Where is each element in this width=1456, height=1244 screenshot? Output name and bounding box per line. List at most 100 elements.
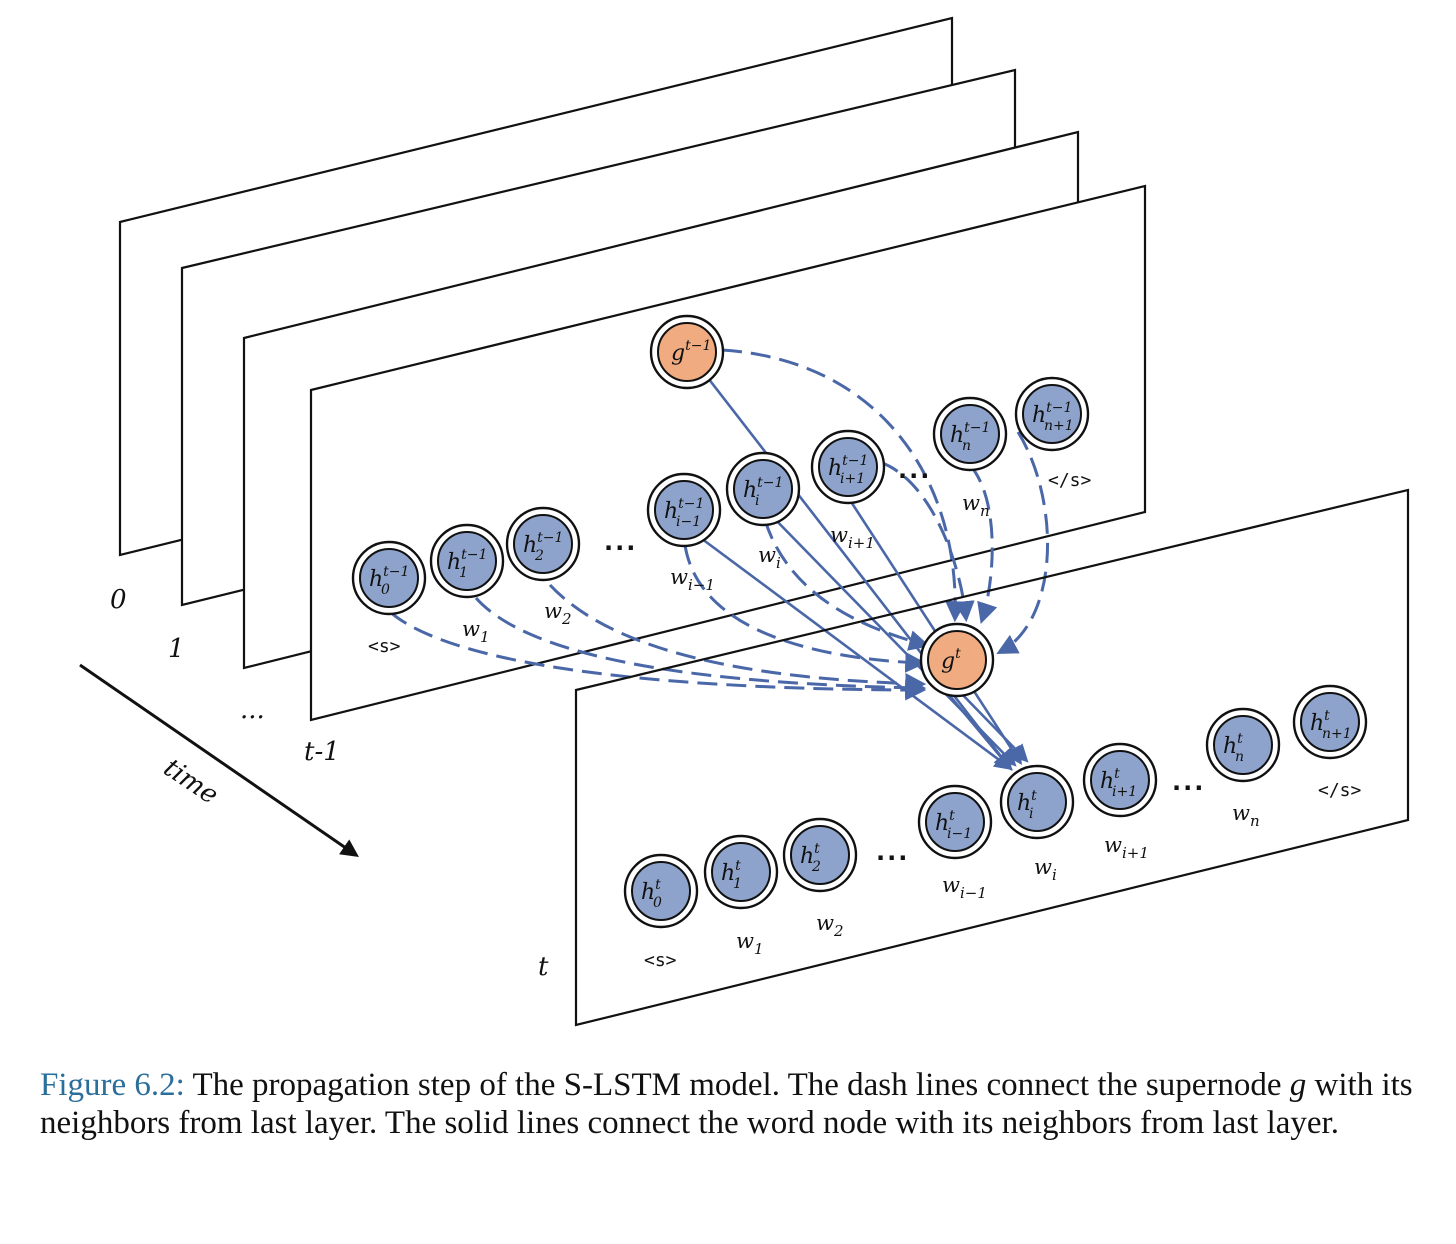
node-core [925, 792, 985, 852]
node-core [1007, 772, 1067, 832]
dashed-edge-p2 [548, 583, 927, 695]
node-core [790, 825, 850, 885]
solid-edge-pip1 [844, 493, 1022, 766]
node-core [1300, 692, 1360, 752]
caption-text-2: with its neighbors from last layer. The … [40, 1067, 1413, 1141]
figure-caption: Figure 6.2: The propagation step of the … [40, 1066, 1440, 1142]
layer-plane-t-minus-1 [309, 184, 1147, 722]
layer-plane-t [574, 488, 1410, 1027]
word-node-c2: ht 2 w2 [782, 817, 858, 940]
layer-label-ellipsis: ... [240, 695, 265, 725]
ellipsis-prev-left: ... [604, 528, 637, 556]
word-label: w2 [816, 911, 844, 940]
layer-label-t: t [538, 952, 549, 982]
word-label: wi+1 [1104, 833, 1149, 862]
word-label: </s> [1318, 780, 1362, 801]
node-core [631, 861, 691, 921]
node-core [1022, 384, 1082, 444]
word-node-cn: ht n wn [1205, 707, 1281, 830]
node-core [654, 480, 714, 540]
node-core [818, 437, 878, 497]
s-lstm-diagram: time 0 1 ... t-1 t ht−1 0 <s> ht−1 1 w1 ht−1 2 w… [79, 16, 1410, 1027]
supernode-g_prev: gt−1 [649, 314, 725, 390]
word-node-pip1: ht−1 i+1 wi+1 [810, 429, 886, 552]
word-label: w1 [736, 929, 764, 958]
word-node-cim1: ht i−1 wi−1 [917, 784, 993, 902]
node-symbol: ht−1 i [743, 475, 783, 509]
node-core [513, 514, 573, 574]
time-axis-arrow [79, 663, 359, 858]
solid-edge-g-cur [957, 689, 1029, 763]
ellipsis-cur-left: ... [876, 838, 909, 866]
node-symbol: ht−1 2 [523, 530, 563, 564]
node-symbol: ht−1 0 [369, 564, 409, 598]
word-node-pn: ht−1 n wn [932, 396, 1008, 520]
node-core [1090, 750, 1150, 810]
ellipsis-cur-right: ... [1172, 768, 1205, 796]
word-node-p0: ht−1 0 <s> [351, 540, 427, 657]
dashed-edge-pn [968, 464, 998, 624]
layer-label-1: 1 [168, 634, 185, 664]
ellipsis-prev-right: ... [898, 456, 931, 484]
word-node-p1: ht−1 1 w1 [429, 523, 505, 646]
dashed-edge-pip1 [879, 460, 975, 623]
word-node-pnp1: ht−1 n+1 </s> [1014, 376, 1092, 491]
word-node-pi: ht−1 i wi [725, 451, 801, 572]
word-node-c1: ht 1 w1 [703, 834, 779, 958]
node-symbol: ht i−1 [935, 808, 972, 842]
dashed-edge-p0 [389, 610, 927, 701]
word-node-c0: ht 0 <s> [623, 853, 699, 971]
word-node-ci: ht i wi [999, 764, 1075, 884]
node-symbol: ht−1 1 [447, 547, 487, 581]
node-core [437, 531, 497, 591]
supernode-g_cur: gt [919, 622, 995, 698]
node-symbol: gt [941, 646, 961, 674]
dashed-edge-g-prev [721, 348, 967, 623]
node-core [1213, 715, 1273, 775]
word-label: wn [1232, 801, 1260, 830]
word-node-cnp1: ht n+1 </s> [1292, 684, 1368, 801]
word-label: wi [758, 543, 781, 572]
node-core [927, 630, 987, 690]
node-symbol: ht 2 [800, 841, 821, 875]
node-symbol: ht n+1 [1310, 708, 1352, 742]
time-axis-label: time [158, 753, 224, 811]
node-symbol: ht n [1223, 731, 1244, 765]
solid-edge-pim1 [689, 528, 1013, 771]
word-label: <s> [368, 636, 401, 657]
node-core [359, 548, 419, 608]
dashed-edge-p1 [474, 597, 927, 699]
node-symbol: ht−1 i−1 [664, 496, 704, 530]
caption-text-1: The propagation step of the S-LSTM model… [184, 1067, 1290, 1103]
node-symbol: ht−1 n+1 [1032, 400, 1074, 434]
node-symbol: gt−1 [671, 338, 711, 366]
layer-label-t-minus-1: t-1 [304, 737, 340, 767]
node-core [940, 404, 1000, 464]
word-label: w1 [462, 617, 490, 646]
word-label: wi+1 [830, 523, 875, 552]
word-label: wi−1 [942, 873, 987, 902]
word-node-pim1: ht−1 i−1 wi−1 [646, 472, 722, 594]
word-label: wi [1034, 855, 1057, 884]
layer-label-0: 0 [110, 585, 127, 615]
node-symbol: ht 1 [721, 858, 742, 892]
figure-label: Figure 6.2: [40, 1067, 185, 1103]
dashed-edge-pnp1 [996, 431, 1050, 654]
dashed-edge-pim1 [683, 544, 927, 673]
dashed-edge-pi [763, 519, 931, 651]
node-symbol: ht−1 n [950, 420, 990, 454]
node-core [733, 459, 793, 519]
caption-symbol-g: g [1289, 1067, 1307, 1103]
word-node-p2: ht−1 2 w2 [505, 506, 581, 628]
nodes: ht−1 0 <s> ht−1 1 w1 ht−1 2 w2 ht−1 i−1 wi−1 ht−1 i wi… [351, 314, 1368, 971]
node-symbol: ht i+1 [1100, 766, 1137, 800]
edges [389, 348, 1050, 771]
node-core [657, 322, 717, 382]
solid-edge-g-prev [706, 377, 1013, 771]
node-symbol: ht−1 i+1 [828, 453, 868, 487]
node-symbol: ht 0 [641, 877, 662, 911]
word-node-cip1: ht i+1 wi+1 [1082, 742, 1158, 862]
word-label: w2 [544, 599, 572, 628]
word-label: <s> [644, 950, 677, 971]
word-label: </s> [1048, 470, 1092, 491]
